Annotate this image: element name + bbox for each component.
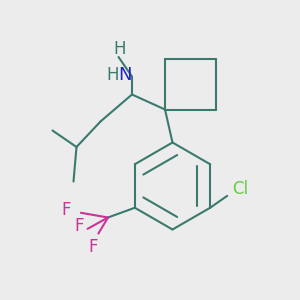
Text: H: H bbox=[106, 66, 119, 84]
Text: Cl: Cl bbox=[232, 180, 248, 198]
Text: N: N bbox=[118, 66, 131, 84]
Text: F: F bbox=[88, 238, 98, 256]
Text: F: F bbox=[75, 217, 84, 235]
Text: H: H bbox=[114, 40, 126, 58]
Text: F: F bbox=[61, 201, 71, 219]
